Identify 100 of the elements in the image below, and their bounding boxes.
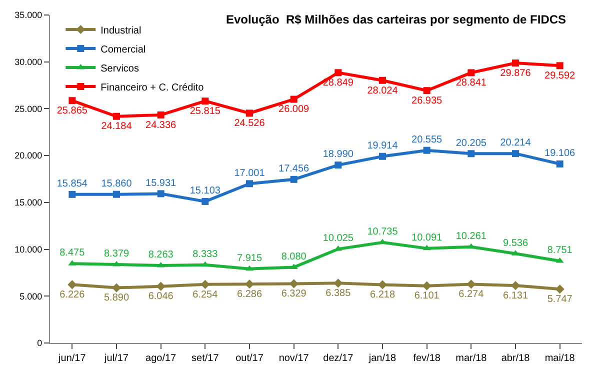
data-label: 8.333 bbox=[192, 249, 218, 260]
data-label: 6.101 bbox=[414, 290, 440, 302]
legend-label: Financeiro + C. Crédito bbox=[100, 82, 204, 94]
data-label: 15.854 bbox=[56, 178, 88, 190]
point bbox=[113, 190, 120, 198]
point bbox=[201, 261, 210, 267]
data-label: 6.274 bbox=[458, 289, 484, 300]
data-label: 7.915 bbox=[236, 252, 262, 264]
data-label: 26.935 bbox=[412, 95, 443, 106]
point bbox=[246, 180, 253, 188]
y-tick-label: 15.000 bbox=[14, 198, 42, 208]
data-label: 6.046 bbox=[148, 291, 174, 302]
x-tick-label: fev/18 bbox=[413, 353, 441, 364]
point bbox=[422, 244, 431, 250]
point bbox=[510, 280, 520, 290]
data-label: 10.091 bbox=[412, 232, 443, 244]
data-label: 8.475 bbox=[60, 248, 86, 259]
point bbox=[246, 110, 253, 117]
x-tick-label: ago/17 bbox=[146, 353, 177, 364]
data-label: 6.226 bbox=[60, 290, 86, 301]
point bbox=[334, 162, 342, 169]
point bbox=[290, 96, 298, 103]
y-tick-label: 0 bbox=[37, 338, 42, 348]
data-label: 8.263 bbox=[148, 250, 174, 261]
data-label: 15.103 bbox=[190, 186, 221, 197]
point bbox=[290, 176, 298, 183]
point bbox=[334, 69, 342, 76]
data-label: 19.106 bbox=[544, 148, 576, 160]
data-label: 25.815 bbox=[190, 106, 221, 117]
point bbox=[512, 150, 519, 158]
legend-label: Comercial bbox=[100, 44, 146, 56]
x-tick-label: abr/18 bbox=[501, 353, 530, 364]
x-tick-label: mar/18 bbox=[456, 353, 488, 364]
x-tick-label: nov/17 bbox=[278, 353, 310, 364]
point bbox=[423, 87, 430, 94]
data-label: 19.914 bbox=[367, 140, 398, 152]
data-label: 28.841 bbox=[456, 78, 487, 89]
point bbox=[378, 280, 388, 290]
point bbox=[68, 97, 76, 104]
data-label: 6.329 bbox=[281, 288, 307, 300]
y-tick-label: 30.000 bbox=[14, 57, 42, 68]
x-tick-label: mai/18 bbox=[544, 353, 576, 364]
data-label: 6.218 bbox=[370, 290, 396, 301]
data-label: 25.865 bbox=[56, 105, 88, 116]
point bbox=[468, 150, 475, 158]
x-tick-label: out/17 bbox=[236, 353, 264, 364]
point bbox=[556, 62, 564, 70]
data-label: 15.931 bbox=[146, 178, 177, 189]
x-tick-label: jan/18 bbox=[368, 353, 397, 364]
legend-label: Industrial bbox=[100, 25, 142, 36]
point bbox=[468, 69, 475, 76]
chart-title: Evolução R$ Milhões das carteiras por segmento de FIDCS bbox=[226, 12, 566, 26]
y-tick-label: 25.000 bbox=[14, 104, 42, 114]
data-label: 20.214 bbox=[500, 138, 532, 149]
point bbox=[423, 146, 430, 154]
point bbox=[467, 243, 476, 249]
x-tick-label: jul/17 bbox=[104, 353, 129, 364]
data-label: 17.001 bbox=[234, 168, 266, 179]
data-label: 6.286 bbox=[236, 288, 262, 300]
data-label: 28.024 bbox=[367, 85, 398, 96]
point bbox=[556, 257, 564, 263]
data-label: 6.254 bbox=[192, 289, 218, 300]
data-label: 5.890 bbox=[104, 292, 130, 304]
data-label: 24.184 bbox=[101, 121, 132, 132]
data-label: 6.131 bbox=[502, 290, 528, 302]
y-tick-label: 20.000 bbox=[14, 150, 42, 161]
point bbox=[202, 198, 209, 205]
data-label: 18.990 bbox=[322, 149, 354, 160]
data-label: 8.379 bbox=[104, 248, 130, 260]
point bbox=[244, 280, 254, 289]
data-label: 5.747 bbox=[547, 294, 573, 306]
data-label: 24.526 bbox=[234, 118, 266, 130]
data-label: 6.385 bbox=[326, 288, 352, 300]
data-label: 8.080 bbox=[281, 251, 307, 262]
data-label: 17.456 bbox=[278, 164, 310, 175]
data-label: 26.009 bbox=[278, 104, 310, 116]
data-label: 29.876 bbox=[500, 68, 532, 79]
point bbox=[290, 264, 298, 270]
point bbox=[112, 283, 122, 292]
y-tick-label: 5.000 bbox=[20, 291, 42, 302]
point bbox=[379, 76, 386, 84]
point bbox=[157, 190, 164, 198]
data-label: 15.860 bbox=[101, 178, 132, 190]
data-label: 29.592 bbox=[544, 70, 576, 82]
x-tick-label: dez/17 bbox=[323, 353, 354, 364]
data-label: 10.735 bbox=[367, 226, 398, 238]
data-label: 9.536 bbox=[502, 238, 528, 249]
point bbox=[556, 160, 564, 168]
point bbox=[157, 111, 164, 118]
data-label: 10.261 bbox=[456, 230, 487, 242]
data-label: 24.336 bbox=[146, 120, 177, 131]
y-tick-label: 10.000 bbox=[14, 244, 42, 254]
x-tick-label: jun/17 bbox=[58, 353, 86, 364]
point bbox=[68, 190, 76, 198]
data-label: 10.025 bbox=[322, 233, 354, 244]
point bbox=[379, 152, 386, 160]
legend-label: Servicos bbox=[100, 63, 139, 74]
x-tick-label: set/17 bbox=[192, 353, 220, 364]
data-label: 20.555 bbox=[412, 134, 443, 146]
point bbox=[512, 60, 519, 67]
